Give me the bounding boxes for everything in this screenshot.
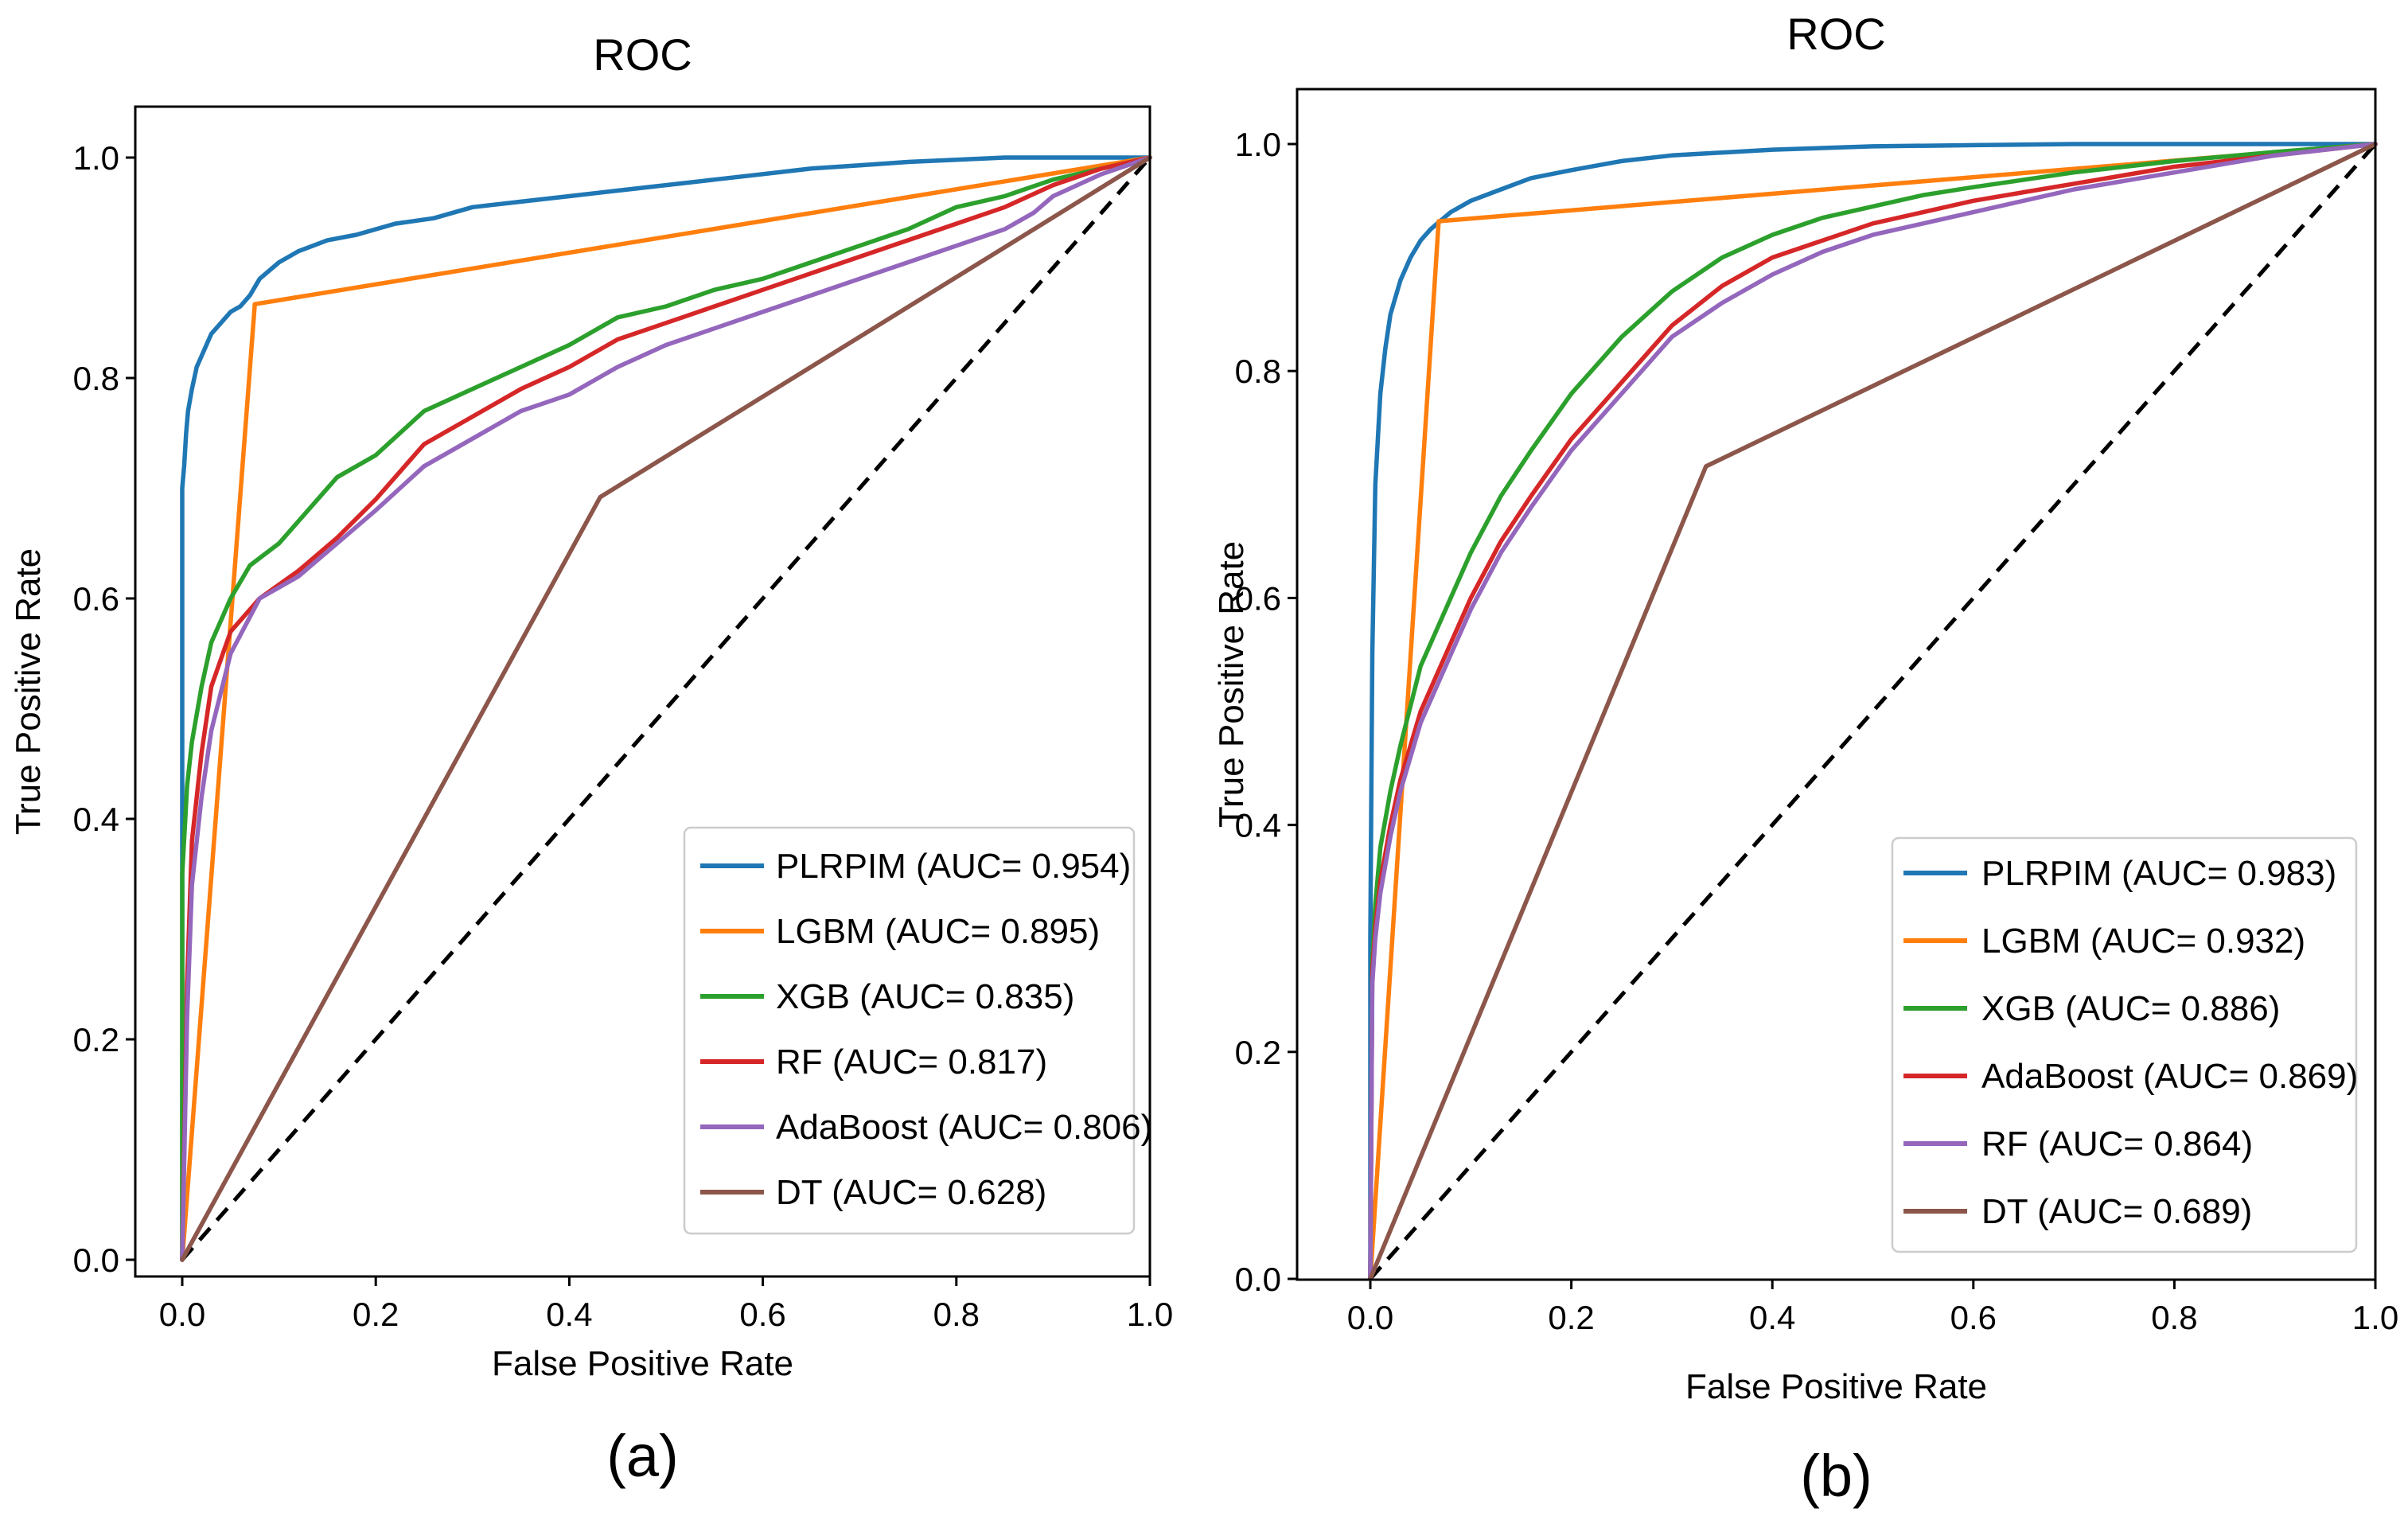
y-tick-label: 0.6 — [73, 580, 119, 618]
roc-curve-adaboost — [180, 155, 1152, 1262]
roc-curve-dt — [180, 155, 1152, 1262]
legend-entry: RF (AUC= 0.817) — [776, 1043, 1047, 1082]
y-tick-label: 0.2 — [73, 1021, 119, 1058]
legend-entry: DT (AUC= 0.628) — [776, 1173, 1046, 1212]
chart-title: ROC — [1787, 9, 1885, 59]
y-tick-label: 0.4 — [1235, 807, 1281, 844]
x-tick-label: 0.8 — [2151, 1299, 2197, 1336]
roc-curve-xgb — [180, 155, 1152, 1262]
legend-entry: LGBM (AUC= 0.932) — [1981, 922, 2305, 961]
y-tick-label: 0.4 — [73, 801, 119, 838]
x-tick-label: 0.0 — [159, 1296, 205, 1333]
legend-entry: RF (AUC= 0.864) — [1981, 1124, 2253, 1163]
legend-box — [683, 826, 1136, 1235]
legend-entry: AdaBoost (AUC= 0.806) — [776, 1108, 1152, 1147]
y-tick-label: 1.0 — [1235, 126, 1281, 163]
x-tick-label: 0.8 — [933, 1296, 980, 1333]
y-tick-label: 0.2 — [1235, 1034, 1281, 1071]
y-tick-label: 0.8 — [1235, 353, 1281, 390]
x-tick-label: 0.4 — [1749, 1299, 1795, 1336]
legend-entry: LGBM (AUC= 0.895) — [776, 912, 1100, 951]
panel-label: (b) — [1800, 1443, 1872, 1509]
legend-entry: PLRPIM (AUC= 0.983) — [1981, 854, 2336, 893]
y-tick-label: 0.8 — [73, 360, 119, 397]
roc-curve-lgbm — [1368, 142, 2378, 1281]
x-tick-label: 0.2 — [1548, 1299, 1594, 1336]
chart-title: ROC — [593, 29, 692, 80]
legend-entry: XGB (AUC= 0.886) — [1981, 989, 2280, 1028]
x-tick-label: 1.0 — [1127, 1296, 1173, 1333]
x-axis-label: False Positive Rate — [1685, 1367, 1987, 1406]
y-tick-label: 0.6 — [1235, 579, 1281, 617]
x-axis-label: False Positive Rate — [492, 1344, 793, 1383]
legend-box — [1891, 836, 2358, 1253]
y-axis-label: True Positive Rate — [9, 548, 48, 835]
y-tick-label: 1.0 — [73, 139, 119, 177]
roc-curve-plrpim — [1368, 142, 2378, 1281]
x-tick-label: 0.4 — [546, 1296, 592, 1333]
y-tick-label: 0.0 — [73, 1241, 119, 1279]
legend-entry: PLRPIM (AUC= 0.954) — [776, 847, 1131, 886]
legend-entry: XGB (AUC= 0.835) — [776, 977, 1074, 1016]
roc-curve-plrpim — [180, 155, 1152, 1262]
x-tick-label: 0.2 — [353, 1296, 399, 1333]
panel-b: ROC 0.0 0.2 0.4 0.6 0.8 1.0 0.0 0.2 0.4 0.6 0.8 1.0 F… — [1212, 9, 2398, 1509]
chance-diagonal-line — [1369, 142, 2377, 1280]
x-tick-label: 1.0 — [2352, 1299, 2398, 1336]
roc-curve-xgb — [1368, 142, 2378, 1281]
panel-label: (a) — [606, 1423, 678, 1489]
panel-a: ROC 0.0 0.2 0.4 0.6 0.8 1.0 0.0 0.2 0.4 0.6 0.8 1.0 F… — [9, 29, 1173, 1489]
y-tick-label: 0.0 — [1235, 1261, 1281, 1298]
y-axis-label: True Positive Rate — [1212, 541, 1251, 828]
x-tick-label: 0.6 — [1950, 1299, 1997, 1336]
x-tick-label: 0.0 — [1347, 1299, 1393, 1336]
roc-curve-lgbm — [180, 155, 1152, 1262]
roc-curve-dt — [1368, 142, 2378, 1281]
legend-entry: AdaBoost (AUC= 0.869) — [1981, 1057, 2358, 1096]
roc-curve-rf — [180, 155, 1152, 1262]
roc-curve-rf — [1368, 142, 2378, 1281]
plot-frame — [134, 105, 1151, 1278]
legend-entry: DT (AUC= 0.689) — [1981, 1192, 2252, 1231]
x-tick-label: 0.6 — [739, 1296, 785, 1333]
chance-diagonal-line — [181, 156, 1151, 1261]
plot-frame — [1296, 88, 2377, 1281]
